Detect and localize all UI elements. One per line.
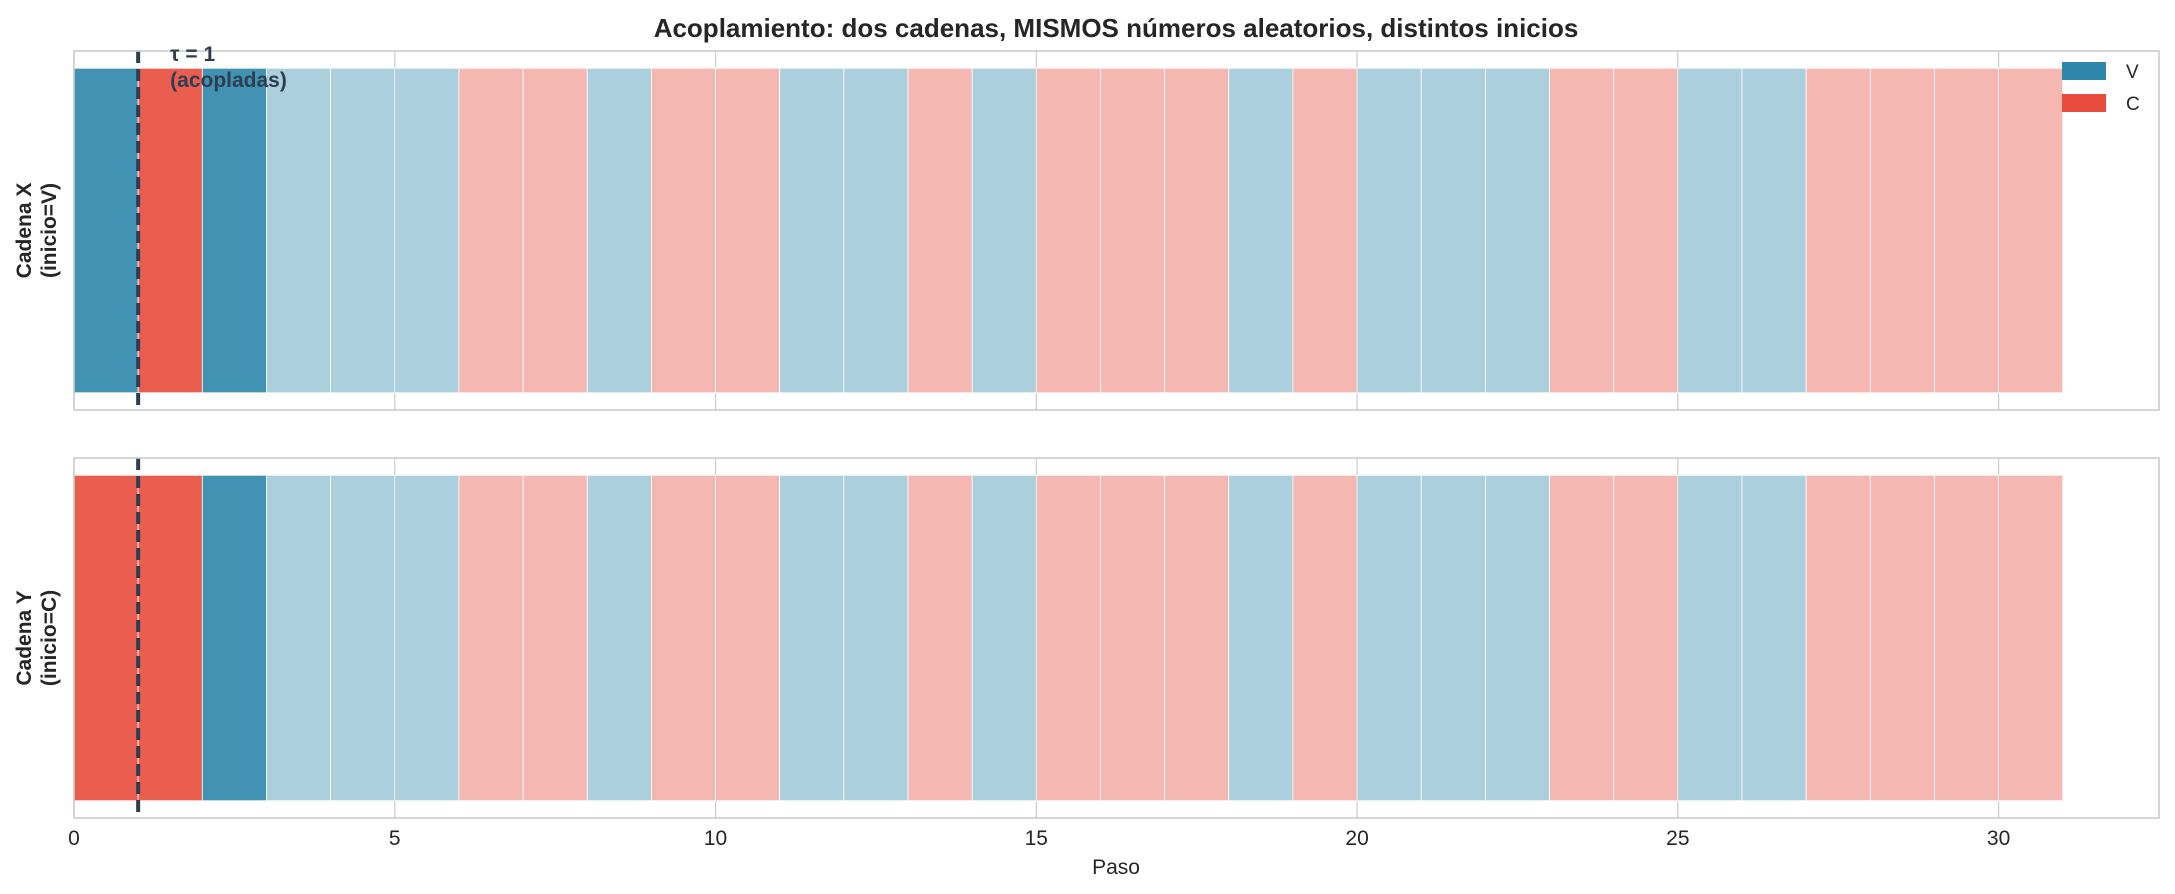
state-bar bbox=[1805, 67, 1871, 394]
y-axis-label-line1: Cadena X bbox=[13, 183, 36, 279]
state-bar bbox=[1677, 67, 1743, 394]
state-bar bbox=[843, 474, 909, 802]
state-bar bbox=[1677, 474, 1743, 802]
state-bar bbox=[1292, 67, 1358, 394]
y-axis-label-line2: (inicio=C) bbox=[38, 590, 61, 686]
state-bar bbox=[522, 67, 588, 394]
state-bar bbox=[1228, 474, 1294, 802]
panel-1: Cadena X (inicio=V) bbox=[13, 50, 2160, 411]
x-tick-label: 0 bbox=[68, 827, 80, 850]
plot-frame bbox=[73, 50, 2160, 411]
state-bar bbox=[1613, 474, 1679, 802]
state-bar bbox=[1741, 67, 1807, 394]
state-bar bbox=[394, 474, 460, 802]
state-bar bbox=[1100, 67, 1166, 394]
state-bar bbox=[73, 474, 139, 802]
state-bar bbox=[458, 474, 524, 802]
state-bar bbox=[1035, 67, 1101, 394]
legend: VC bbox=[2062, 62, 2140, 115]
x-tick-label: 5 bbox=[389, 827, 401, 850]
state-bar bbox=[779, 67, 845, 394]
legend-label: V bbox=[2126, 62, 2139, 83]
state-bar bbox=[1805, 474, 1871, 802]
state-bar bbox=[1356, 67, 1422, 394]
plot-frame bbox=[73, 457, 2160, 819]
coupling-annotation-line2: (acopladas) bbox=[170, 69, 287, 92]
state-bar bbox=[1420, 67, 1486, 394]
state-bar bbox=[1164, 67, 1230, 394]
x-tick-label: 20 bbox=[1345, 827, 1368, 850]
state-bar bbox=[1484, 67, 1550, 394]
state-bar bbox=[715, 67, 781, 394]
state-bar bbox=[137, 474, 203, 802]
legend-swatch bbox=[2062, 94, 2106, 112]
state-bar bbox=[1934, 67, 2000, 394]
state-bar bbox=[1356, 474, 1422, 802]
state-bar bbox=[1998, 474, 2064, 802]
state-bar bbox=[650, 474, 716, 802]
state-bar bbox=[1741, 474, 1807, 802]
coupling-annotation-line1: τ = 1 bbox=[170, 43, 215, 66]
panel-2: Cadena Y (inicio=C) bbox=[13, 457, 2160, 819]
y-axis-label-line2: (inicio=V) bbox=[38, 183, 61, 278]
chart-title: Acoplamiento: dos cadenas, MISMOS número… bbox=[654, 13, 1579, 43]
state-bar bbox=[1228, 67, 1294, 394]
state-bar bbox=[1035, 474, 1101, 802]
x-tick-label: 25 bbox=[1666, 827, 1689, 850]
state-bar bbox=[1869, 474, 1935, 802]
x-tick-label: 10 bbox=[704, 827, 727, 850]
x-tick-label: 15 bbox=[1025, 827, 1048, 850]
state-bar bbox=[1484, 474, 1550, 802]
state-bar bbox=[266, 474, 332, 802]
y-axis-label: Cadena Y (inicio=C) bbox=[13, 590, 61, 686]
state-bar bbox=[1164, 474, 1230, 802]
state-bar bbox=[201, 474, 267, 802]
state-bar bbox=[1420, 474, 1486, 802]
y-axis-label: Cadena X (inicio=V) bbox=[13, 183, 61, 279]
state-bar bbox=[650, 67, 716, 394]
state-bar bbox=[1613, 67, 1679, 394]
state-bar bbox=[586, 67, 652, 394]
state-bar bbox=[522, 474, 588, 802]
plot-area bbox=[74, 51, 2159, 410]
legend-label: C bbox=[2126, 94, 2140, 115]
state-bar bbox=[394, 67, 460, 394]
state-bar bbox=[715, 474, 781, 802]
state-bar bbox=[1998, 67, 2064, 394]
state-bar bbox=[330, 474, 396, 802]
state-bar bbox=[1869, 67, 1935, 394]
state-bar bbox=[73, 67, 139, 394]
state-bar bbox=[907, 67, 973, 394]
state-bar bbox=[907, 474, 973, 802]
state-bar bbox=[266, 67, 332, 394]
x-tick-label: 30 bbox=[1987, 827, 2010, 850]
legend-swatch bbox=[2062, 62, 2106, 80]
state-bar bbox=[843, 67, 909, 394]
state-bar bbox=[1292, 474, 1358, 802]
state-bar bbox=[330, 67, 396, 394]
state-bar bbox=[971, 67, 1037, 394]
y-axis-label-line1: Cadena Y bbox=[13, 590, 36, 685]
state-bar bbox=[458, 67, 524, 394]
state-bar bbox=[1100, 474, 1166, 802]
state-bar bbox=[1549, 67, 1615, 394]
state-bar bbox=[137, 67, 203, 394]
state-bar bbox=[1549, 474, 1615, 802]
state-bar bbox=[586, 474, 652, 802]
state-bar bbox=[201, 67, 267, 394]
x-axis-label: Paso bbox=[1092, 856, 1140, 879]
plot-area bbox=[74, 458, 2159, 818]
state-bar bbox=[971, 474, 1037, 802]
state-bar bbox=[1934, 474, 2000, 802]
state-bar bbox=[779, 474, 845, 802]
